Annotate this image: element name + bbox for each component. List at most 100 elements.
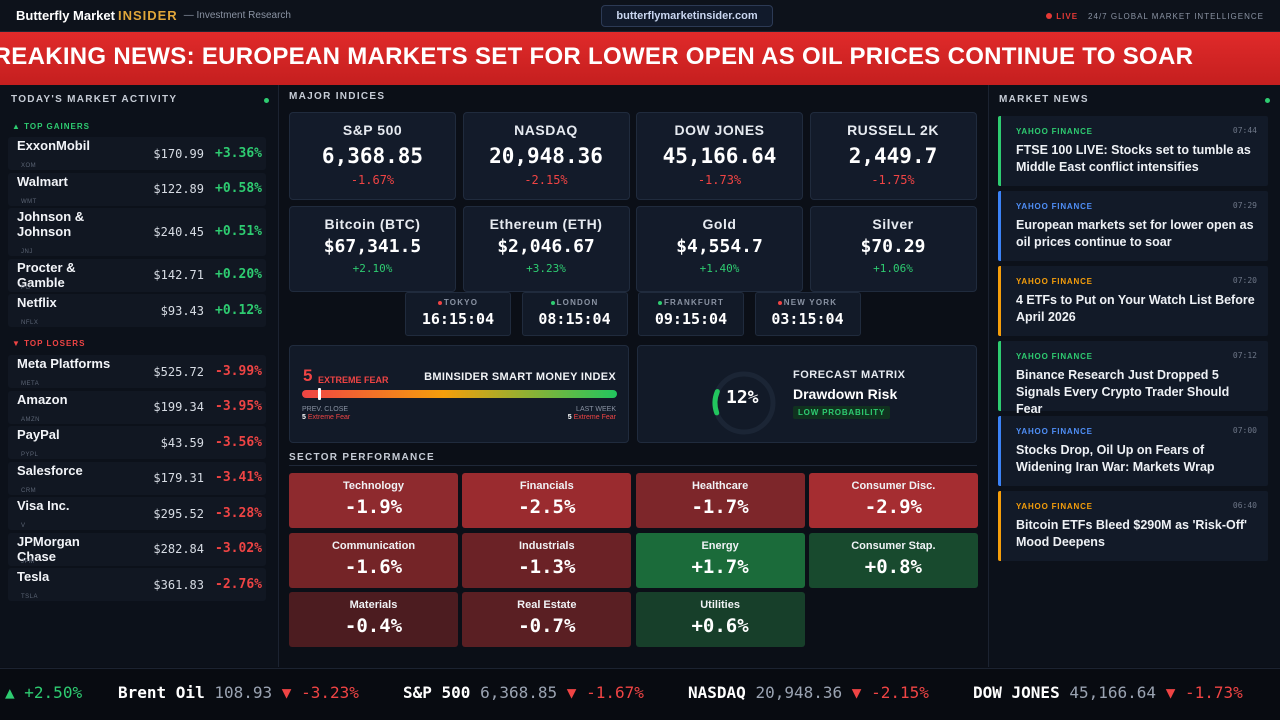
news-item[interactable]: YAHOO FINANCE 07:00 Stocks Drop, Oil Up on…: [998, 416, 1268, 486]
clock-city: NEW YORK: [756, 298, 860, 307]
ticker-change: -1.73%: [1184, 683, 1243, 702]
ticker-item[interactable]: NASDAQ 20,948.36 ▼ -2.15%: [688, 683, 929, 702]
breaking-news-banner[interactable]: BREAKING NEWS: EUROPEAN MARKETS SET FOR …: [0, 32, 1280, 85]
index-card[interactable]: DOW JONES 45,166.64 -1.73%: [636, 112, 803, 200]
stock-ticker: PYPL: [21, 452, 39, 458]
sector-tile[interactable]: Technology -1.9%: [289, 473, 458, 528]
ticker-item[interactable]: ▲ +2.50%: [5, 683, 82, 702]
stock-row[interactable]: JPMorgan Chase JPM $282.84 -3.02%: [8, 532, 266, 566]
index-change: -1.75%: [871, 173, 915, 187]
stock-row[interactable]: Salesforce CRM $179.31 -3.41%: [8, 461, 266, 495]
index-card[interactable]: RUSSELL 2K 2,449.7 -1.75%: [809, 112, 977, 200]
forecast-matrix-card[interactable]: 12% FORECAST MATRIX Drawdown Risk LOW PR…: [637, 345, 977, 443]
ticker-item[interactable]: Brent Oil 108.93 ▼ -3.23%: [118, 683, 359, 702]
ticker-change: -2.15%: [871, 683, 929, 702]
index-card[interactable]: NASDAQ 20,948.36 -2.15%: [462, 112, 630, 200]
stock-row[interactable]: Netflix NFLX $93.43 +0.12%: [8, 294, 266, 327]
last-week-state: Extreme Fear: [573, 414, 616, 421]
index-value: 2,449.7: [848, 144, 938, 168]
site-url-link[interactable]: butterflymarketinsider.com: [601, 5, 773, 27]
sector-name: Consumer Disc.: [851, 480, 936, 492]
news-headline: FTSE 100 LIVE: Stocks set to tumble as M…: [1016, 143, 1251, 174]
smart-money-index-card[interactable]: 5 EXTREME FEAR BMINSIDER SMART MONEY IND…: [289, 345, 629, 443]
index-change: +1.40%: [699, 262, 740, 275]
sector-divider: [289, 465, 977, 466]
index-change: -2.15%: [524, 173, 568, 187]
stock-name: Walmart: [17, 173, 68, 189]
news-headline: Binance Research Just Dropped 5 Signals …: [1016, 368, 1230, 416]
market-activity-panel: TODAY'S MARKET ACTIVITY ▲ TOP GAINERS Ex…: [0, 85, 279, 667]
index-card[interactable]: Bitcoin (BTC) $67,341.5 +2.10%: [289, 206, 456, 292]
news-item[interactable]: YAHOO FINANCE 07:12 Binance Research Just …: [998, 341, 1268, 416]
stock-change: -3.28%: [215, 505, 262, 521]
sector-tile[interactable]: Real Estate -0.7%: [462, 592, 632, 647]
stock-row[interactable]: ExxonMobil XOM $170.99 +3.36%: [8, 137, 266, 170]
stock-row[interactable]: Walmart WMT $122.89 +0.58%: [8, 172, 266, 206]
index-name: Gold: [702, 216, 737, 232]
news-item[interactable]: YAHOO FINANCE 07:44 FTSE 100 LIVE: Stocks …: [998, 116, 1268, 186]
stock-row[interactable]: Amazon AMZN $199.34 -3.95%: [8, 390, 266, 424]
news-time: 07:44: [1232, 126, 1257, 135]
ticker-change: +2.50%: [24, 683, 83, 702]
news-headline: Bitcoin ETFs Bleed $290M as 'Risk-Off' M…: [1016, 518, 1248, 549]
ticker-arrow-icon: ▼: [566, 683, 577, 702]
stock-price: $525.72: [153, 364, 204, 379]
stock-row[interactable]: Meta Platforms META $525.72 -3.99%: [8, 355, 266, 388]
sector-name: Technology: [343, 480, 404, 492]
bottom-ticker[interactable]: ▲ +2.50% Brent Oil 108.93 ▼ -3.23% S&P 500…: [0, 668, 1280, 720]
sector-tile[interactable]: Consumer Stap. +0.8%: [808, 532, 978, 588]
news-item[interactable]: YAHOO FINANCE 07:20 4 ETFs to Put on Your …: [998, 266, 1268, 336]
stock-price: $93.43: [160, 303, 204, 318]
clock-status-dot-icon: [777, 300, 782, 305]
news-status-dot-icon: [1265, 98, 1270, 103]
ticker-item[interactable]: S&P 500 6,368.85 ▼ -1.67%: [403, 683, 644, 702]
stock-row[interactable]: Johnson & Johnson JNJ $240.45 +0.51%: [8, 208, 266, 256]
stock-ticker: XOM: [21, 163, 37, 169]
stock-row[interactable]: Visa Inc. V $295.52 -3.28%: [8, 497, 266, 530]
prev-close-label: PREV. CLOSE: [302, 406, 349, 413]
stock-row[interactable]: Procter & Gamble PG $142.71 +0.20%: [8, 258, 266, 292]
live-dot-icon: [1046, 13, 1053, 19]
stock-change: -3.02%: [215, 541, 262, 556]
sector-tile[interactable]: Industrials -1.3%: [462, 532, 632, 588]
sector-tile[interactable]: Consumer Disc. -2.9%: [808, 473, 978, 528]
index-card[interactable]: Silver $70.29 +1.06%: [809, 206, 977, 292]
stock-change: -3.99%: [215, 363, 262, 379]
sector-tile[interactable]: Utilities +0.6%: [635, 592, 805, 647]
sector-name: Communication: [331, 539, 416, 552]
clock-city-name: NEW YORK: [783, 298, 838, 307]
index-name: S&P 500: [342, 122, 403, 138]
sector-tile[interactable]: Communication -1.6%: [289, 532, 458, 588]
sector-tile[interactable]: Energy +1.7%: [635, 532, 805, 588]
stock-change: +0.51%: [215, 224, 262, 239]
prev-close-value: 5 Extreme Fear: [302, 414, 350, 421]
clock-city-name: FRANKFURT: [663, 298, 725, 307]
ticker-symbol: DOW JONES: [973, 683, 1060, 702]
index-change: +2.10%: [352, 262, 393, 275]
sector-name: Utilities: [700, 599, 740, 611]
news-item[interactable]: YAHOO FINANCE 06:40 Bitcoin ETFs Bleed $29…: [998, 491, 1268, 561]
stock-ticker: JPM: [21, 558, 35, 565]
clock-city: FRANKFURT: [639, 298, 743, 307]
stock-ticker: CRM: [21, 487, 37, 494]
fear-greed-gauge: [302, 388, 617, 400]
sector-change: +1.7%: [691, 555, 749, 578]
ticker-price: 108.93: [214, 683, 273, 702]
sector-tile[interactable]: Materials -0.4%: [289, 592, 458, 647]
index-card[interactable]: Ethereum (ETH) $2,046.67 +3.23%: [462, 206, 630, 292]
index-card[interactable]: S&P 500 6,368.85 -1.67%: [289, 112, 456, 200]
top-gainers-label: ▲ TOP GAINERS: [12, 122, 90, 131]
index-change: -1.67%: [350, 173, 395, 187]
index-card[interactable]: Gold $4,554.7 +1.40%: [636, 206, 803, 292]
sector-tile[interactable]: Healthcare -1.7%: [635, 473, 805, 528]
news-item[interactable]: YAHOO FINANCE 07:29 European markets set f…: [998, 191, 1268, 261]
sector-change: -0.7%: [518, 615, 576, 637]
stock-row[interactable]: Tesla TSLA $361.83 -2.76%: [8, 568, 266, 601]
fear-score: 5: [303, 366, 313, 385]
stock-price: $170.99: [153, 146, 204, 161]
sector-tile[interactable]: Financials -2.5%: [462, 473, 632, 528]
stock-row[interactable]: PayPal PYPL $43.59 -3.56%: [8, 426, 266, 459]
sector-name: Industrials: [518, 539, 575, 552]
ticker-item[interactable]: DOW JONES 45,166.64 ▼ -1.73%: [973, 683, 1243, 702]
brand-logo[interactable]: Butterfly Market INSIDER — Investment Re…: [16, 8, 291, 23]
